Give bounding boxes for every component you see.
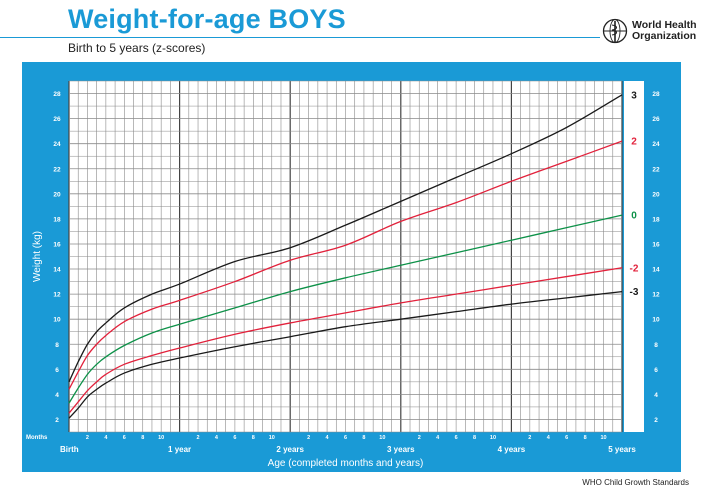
y-tick-label-right: 26 — [652, 116, 660, 123]
y-tick-label-left: 16 — [53, 241, 61, 248]
y-tick-label-right: 4 — [654, 392, 658, 399]
month-tick-label: 4 — [104, 435, 108, 441]
series-line-z2 — [68, 140, 623, 390]
month-tick-label: 10 — [158, 435, 164, 441]
month-tick-label: 4 — [547, 435, 551, 441]
y-tick-label-left: 24 — [53, 141, 61, 148]
year-label: 1 year — [168, 445, 191, 454]
series-label-z3: 3 — [631, 90, 637, 101]
month-tick-label: 2 — [528, 435, 531, 441]
y-tick-label-right: 18 — [652, 216, 660, 223]
month-tick-label: 4 — [326, 435, 330, 441]
year-label: 2 years — [276, 445, 304, 454]
y-tick-label-right: 20 — [652, 191, 660, 198]
month-tick-label: 4 — [436, 435, 440, 441]
y-tick-label-right: 24 — [652, 141, 660, 148]
month-tick-label: 2 — [197, 435, 200, 441]
y-tick-label-left: 28 — [53, 91, 61, 98]
y-axis-label: Weight (kg) — [32, 231, 43, 282]
y-tick-label-right: 14 — [652, 267, 660, 274]
month-tick-label: 4 — [215, 435, 219, 441]
month-tick-label: 6 — [233, 435, 236, 441]
y-tick-label-left: 8 — [55, 342, 59, 349]
month-tick-label: 10 — [490, 435, 496, 441]
y-tick-label-left: 22 — [53, 166, 61, 173]
month-tick-label: 6 — [344, 435, 347, 441]
y-tick-label-left: 26 — [53, 116, 61, 123]
series-label-zminus2: -2 — [630, 263, 639, 274]
series-line-z0 — [68, 214, 623, 404]
year-label: 3 years — [387, 445, 415, 454]
y-tick-label-right: 12 — [652, 292, 660, 299]
who-logo-icon — [602, 18, 628, 44]
y-tick-label-left: 20 — [53, 191, 61, 198]
y-tick-label-right: 28 — [652, 91, 660, 98]
title-divider — [0, 37, 600, 38]
chart-title: Weight-for-age BOYS — [68, 4, 346, 34]
y-tick-label-left: 4 — [55, 392, 59, 399]
y-tick-label-right: 16 — [652, 241, 660, 248]
y-tick-label-right: 2 — [654, 417, 658, 424]
y-tick-label-right: 22 — [652, 166, 660, 173]
organization-name-line2: Organization — [632, 30, 697, 42]
month-tick-label: 10 — [601, 435, 607, 441]
month-tick-label: 6 — [455, 435, 458, 441]
months-label: Months — [26, 435, 48, 441]
month-tick-label: 10 — [379, 435, 385, 441]
month-tick-label: 6 — [565, 435, 568, 441]
y-tick-label-right: 10 — [652, 317, 660, 324]
series-line-z3 — [68, 94, 623, 383]
month-tick-label: 2 — [307, 435, 310, 441]
z-label-strip — [624, 81, 644, 432]
y-tick-label-left: 12 — [53, 292, 61, 299]
organization-name-line1: World Health — [632, 19, 697, 31]
y-tick-label-left: 14 — [53, 267, 61, 274]
month-tick-label: 8 — [584, 435, 587, 441]
series-label-zminus3: -3 — [630, 287, 639, 298]
year-label: 4 years — [498, 445, 526, 454]
y-tick-label-left: 10 — [53, 317, 61, 324]
chart-subtitle: Birth to 5 years (z-scores) — [68, 41, 206, 55]
y-tick-label-right: 8 — [654, 342, 658, 349]
month-tick-label: 6 — [123, 435, 126, 441]
year-label: 5 years — [608, 445, 636, 454]
x-axis-label: Age (completed months and years) — [268, 458, 424, 469]
month-tick-label: 8 — [473, 435, 476, 441]
series-line-zminus3 — [68, 290, 623, 419]
month-tick-label: 2 — [418, 435, 421, 441]
month-tick-label: 10 — [269, 435, 275, 441]
series-label-z2: 2 — [631, 137, 637, 148]
y-tick-label-right: 6 — [654, 367, 658, 374]
footer-credit: WHO Child Growth Standards — [582, 478, 689, 487]
series-label-z0: 0 — [631, 211, 637, 222]
month-tick-label: 8 — [362, 435, 365, 441]
y-tick-label-left: 2 — [55, 417, 59, 424]
y-tick-label-left: 6 — [55, 367, 59, 374]
y-tick-label-left: 18 — [53, 216, 61, 223]
series-line-zminus2 — [68, 267, 623, 414]
month-tick-label: 8 — [252, 435, 255, 441]
year-label: Birth — [60, 445, 79, 454]
month-tick-label: 8 — [141, 435, 144, 441]
month-tick-label: 2 — [86, 435, 89, 441]
grid-lines — [68, 80, 623, 433]
organization-name: World Health Organization — [632, 20, 697, 42]
